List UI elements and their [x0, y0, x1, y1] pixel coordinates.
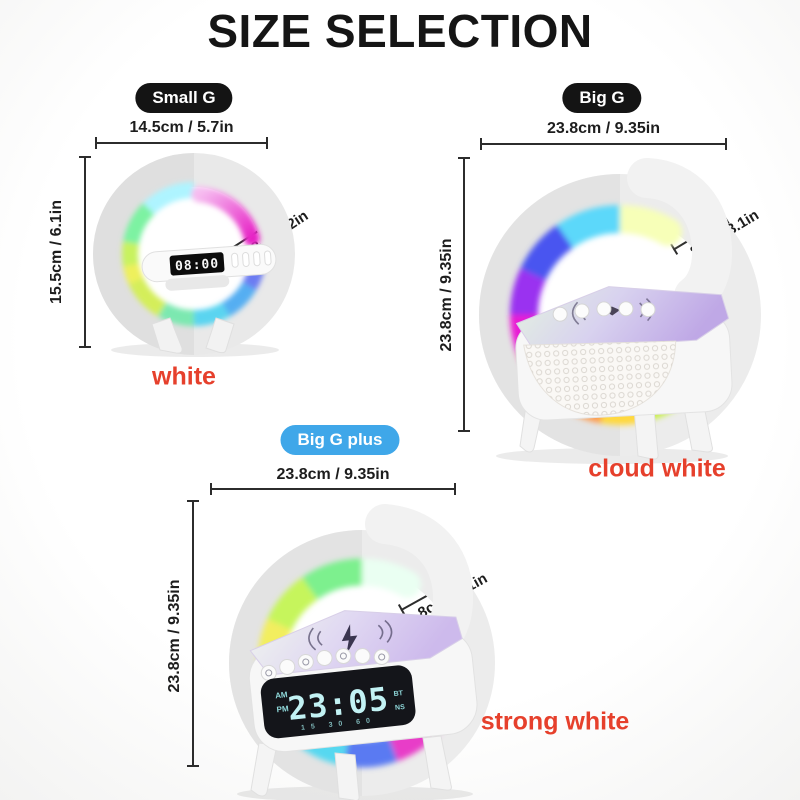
speaker-body [515, 286, 733, 421]
rgb-light-arc [122, 181, 266, 326]
width-dimension-line-big-g-plus [210, 483, 456, 495]
height-dimension-line-big-g [458, 157, 470, 432]
right-foot [205, 317, 235, 354]
left-foot [250, 742, 278, 797]
left-foot [151, 317, 183, 354]
width-dimension-line-big-g [480, 138, 727, 150]
color-name-big-g-plus: strong white [480, 707, 630, 736]
width-dimension-label-big-g: 23.8cm / 9.35in [547, 120, 660, 137]
width-dimension-label-small-g: 14.5cm / 5.7in [129, 119, 234, 136]
clock-screen [169, 252, 225, 276]
height-dimension-line-big-g-plus [187, 500, 199, 767]
clock-display-small-g: 08:00 [175, 256, 220, 274]
height-dimension-label-big-g: 23.8cm / 9.35in [438, 238, 455, 352]
clock-screen [260, 665, 416, 739]
lamp-head-hook [627, 158, 733, 316]
charging-bolt-icon [341, 624, 358, 655]
middle-foot [334, 752, 360, 800]
height-dimension-label-small-g: 15.5cm / 6.1in [48, 199, 65, 305]
width-dimension-line-small-g [95, 137, 268, 149]
size-badge-small-g: Small G [135, 83, 233, 113]
clock-indicator-bt: BT [393, 690, 404, 698]
product-shadow [496, 448, 728, 464]
height-dimension-label-big-g-plus: 23.8cm / 9.35in [166, 579, 183, 693]
product-image-small-g: 08:00 [93, 153, 295, 357]
page-title: SIZE SELECTION [207, 5, 593, 57]
g-tail-light [191, 186, 260, 247]
middle-foot [633, 407, 659, 460]
control-buttons [552, 301, 656, 322]
clock-crossbar: 08:00 [141, 243, 277, 291]
product-image-big-g [479, 158, 761, 464]
width-dimension-label-big-g-plus: 23.8cm / 9.35in [276, 466, 390, 483]
product-image-big-g-plus: 23:05 AM PM BT NS 15 30 60 [229, 504, 495, 800]
clock-indicator-pm: PM [276, 704, 289, 714]
clock-indicator-am: AM [275, 690, 289, 700]
clock-indicator-ns: NS [395, 704, 406, 712]
color-name-small-g: white [152, 362, 216, 391]
size-badge-big-g-plus: Big G plus [280, 425, 400, 455]
right-foot [422, 735, 452, 791]
color-name-big-g: cloud white [588, 454, 726, 483]
clock-speaker-body: 23:05 AM PM BT NS 15 30 60 [248, 610, 478, 753]
size-badge-big-g: Big G [562, 83, 642, 113]
control-buttons [260, 648, 390, 681]
height-dimension-line-small-g [79, 156, 91, 348]
